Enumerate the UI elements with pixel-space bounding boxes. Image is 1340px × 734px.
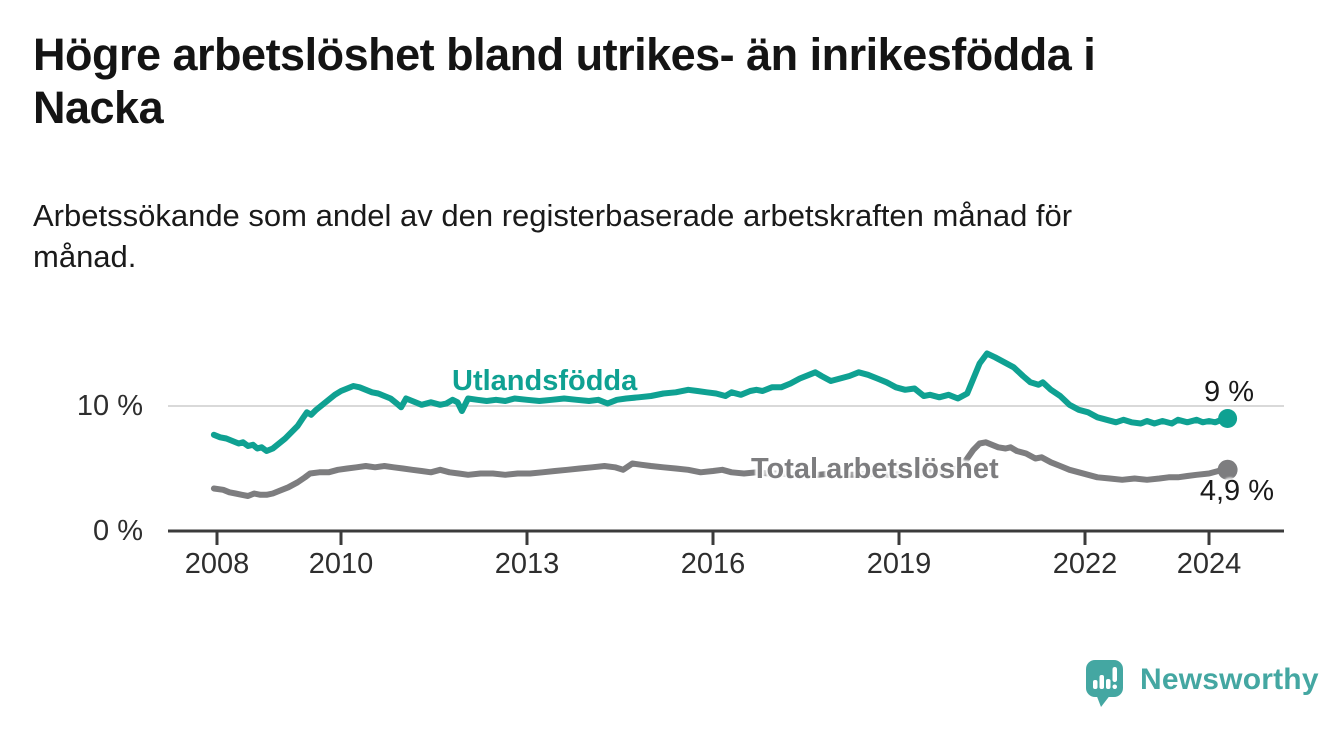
end-value-total: 4,9 % bbox=[1199, 475, 1274, 507]
series-utlandsfodda-end-dot bbox=[1218, 409, 1238, 428]
newsworthy-logo-icon bbox=[1086, 660, 1123, 707]
x-axis-label-2022: 2022 bbox=[1052, 548, 1118, 580]
chart-subtitle: Arbetssökande som andel av den registerb… bbox=[33, 198, 1073, 274]
series-label-total: Total arbetslöshet bbox=[751, 453, 999, 485]
newsworthy-logo-text: Newsworthy bbox=[1140, 663, 1319, 696]
x-axis-label-2019: 2019 bbox=[866, 548, 932, 580]
series-label-utlandsfodda: Utlandsfödda bbox=[452, 365, 638, 397]
chart-title: Högre arbetslöshet bland utrikes- än inr… bbox=[33, 29, 1096, 134]
x-axis-label-2024: 2024 bbox=[1176, 548, 1242, 580]
newsworthy-logo: Newsworthy bbox=[1086, 660, 1319, 708]
series-total-end-dot bbox=[1217, 459, 1238, 480]
y-axis-label-0: 0 % bbox=[93, 515, 143, 547]
x-axis-label-2013: 2013 bbox=[494, 548, 560, 580]
end-value-utlandsfodda: 9 % bbox=[1204, 376, 1254, 408]
series-total-line bbox=[210, 439, 1231, 499]
series-utlandsfodda-line bbox=[210, 350, 1231, 454]
y-axis-label-10: 10 % bbox=[76, 390, 143, 422]
x-axis-label-2016: 2016 bbox=[680, 548, 746, 580]
x-axis-label-2010: 2010 bbox=[308, 548, 374, 580]
x-axis-label-2008: 2008 bbox=[184, 548, 250, 580]
